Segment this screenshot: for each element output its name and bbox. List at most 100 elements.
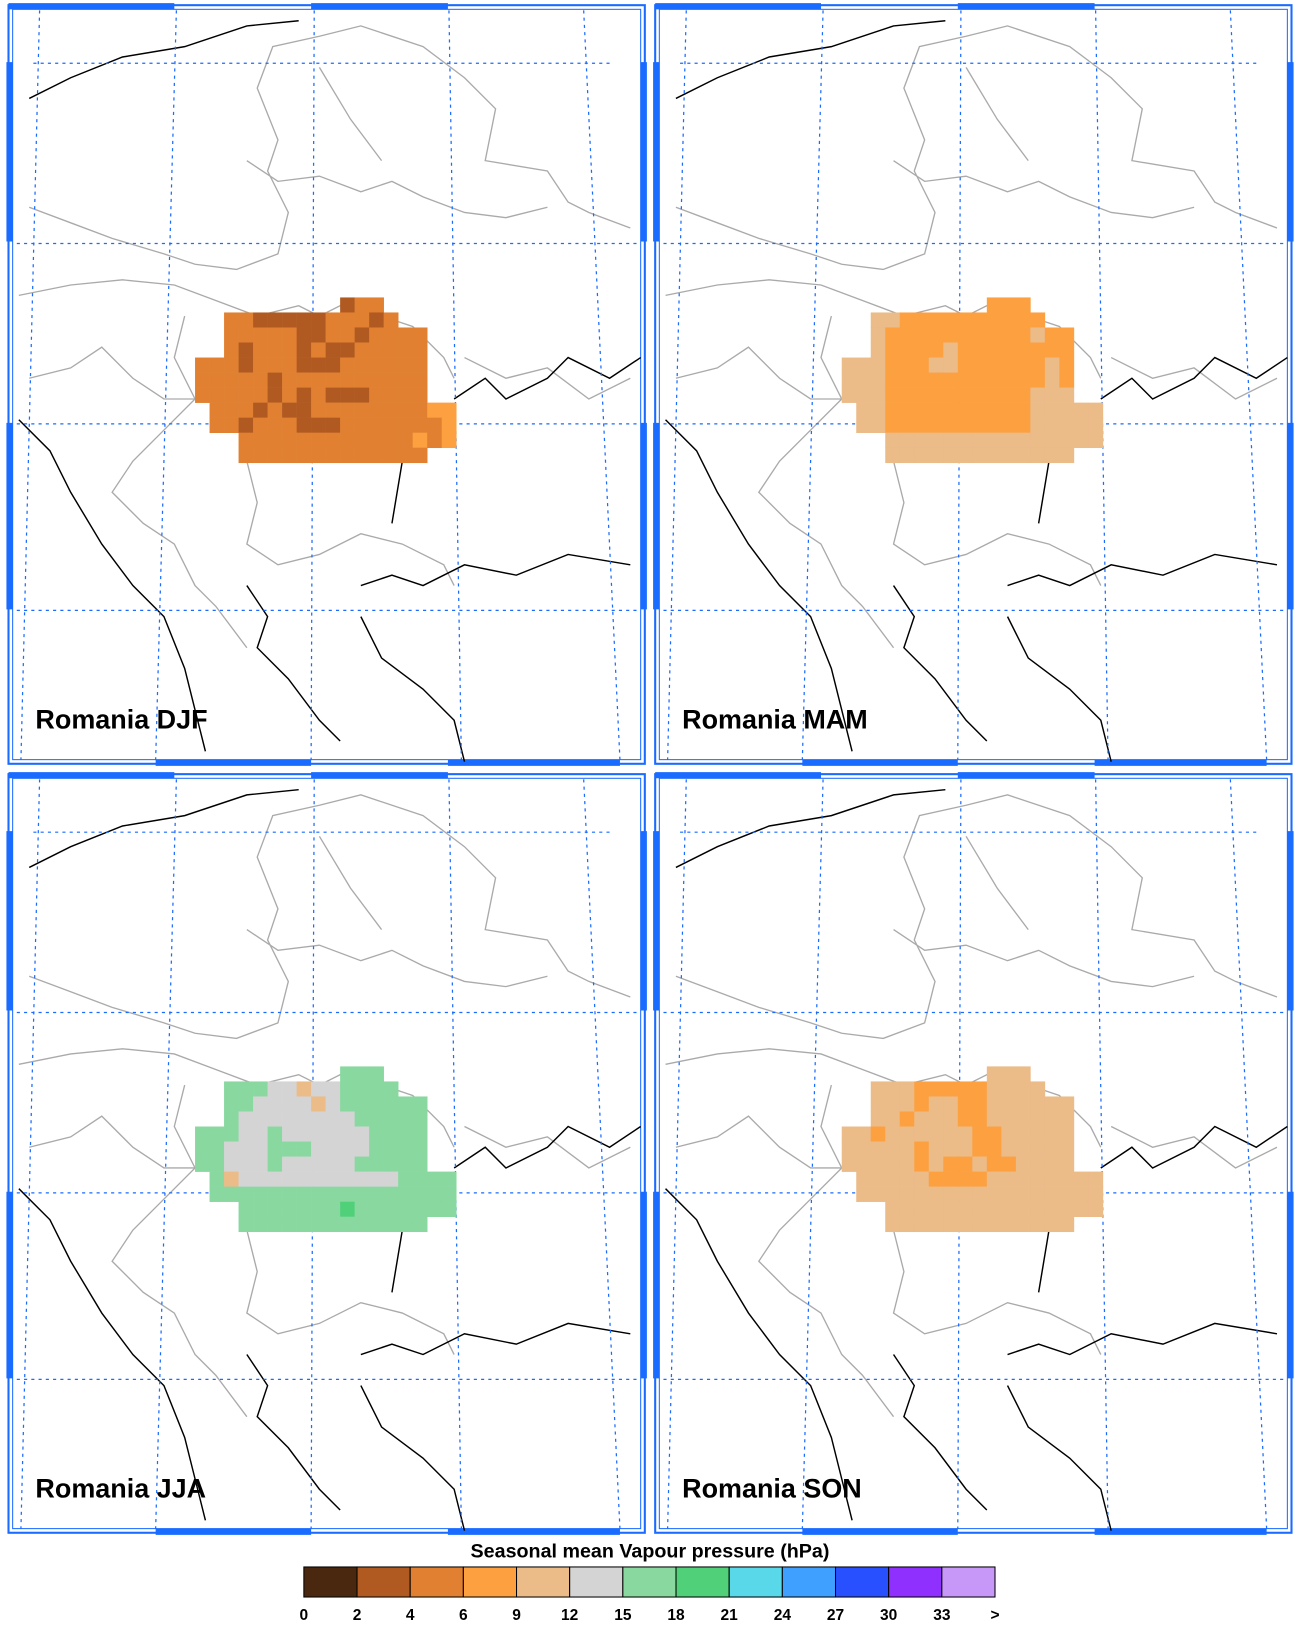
grid-cell [885, 387, 901, 403]
grid-cell [412, 357, 428, 373]
colorbar-tick-label: > [990, 1607, 999, 1624]
grid-cell [1001, 1096, 1017, 1112]
grid-cell [325, 432, 341, 449]
grid-cell [928, 1201, 944, 1217]
grid-cell [986, 1096, 1002, 1112]
grid-cell [311, 447, 326, 464]
grid-cell [340, 312, 355, 328]
grid-cell [1073, 1171, 1089, 1187]
grid-cell [957, 312, 973, 328]
grid-cell [238, 342, 254, 358]
grid-cell [1059, 1126, 1075, 1142]
grid-cell [253, 1216, 268, 1233]
grid-cell [282, 1186, 297, 1202]
grid-cell [282, 1201, 297, 1217]
grid-cell [986, 402, 1002, 418]
grid-cell [354, 1066, 370, 1082]
grid-cell [943, 1216, 959, 1233]
grid-cell [943, 447, 959, 464]
grid-cell [1059, 1141, 1075, 1157]
grid-cell [928, 327, 944, 343]
grid-cell [1001, 1141, 1017, 1157]
grid-cell [1044, 1186, 1060, 1202]
grid-cell [899, 1216, 915, 1233]
colorbar-box [781, 1566, 837, 1598]
grid-cell [986, 1171, 1002, 1187]
grid-cell [282, 1111, 297, 1127]
grid-cell [899, 1111, 915, 1127]
grid-cell [296, 357, 312, 373]
grid-cell [238, 402, 254, 418]
colorbar-box [888, 1566, 943, 1598]
grid-cell [1015, 357, 1031, 373]
grid-cell [253, 432, 268, 449]
grid-cell [856, 1156, 872, 1172]
grid-cell [296, 1141, 312, 1157]
grid-cell [253, 327, 268, 343]
grid-cell [253, 342, 268, 358]
grid-cell [253, 1126, 268, 1142]
grid-cell [209, 417, 225, 433]
grid-cell [1030, 447, 1046, 464]
grid-cell [369, 327, 384, 343]
grid-cell [238, 447, 254, 464]
grid-cell [885, 1186, 901, 1202]
grid-cell [369, 342, 384, 358]
grid-cell [311, 432, 326, 449]
grid-cell [296, 1126, 312, 1142]
grid-cell [928, 1096, 944, 1112]
grid-cell [957, 372, 973, 388]
grid-cell [311, 417, 326, 433]
grid-cell [1030, 1171, 1046, 1187]
grid-cell [899, 417, 915, 433]
grid-cell [412, 402, 428, 418]
grid-cell [340, 447, 355, 464]
grid-cell [986, 1111, 1002, 1127]
grid-cell [899, 1096, 915, 1112]
colorbar-tick-label: 2 [353, 1607, 362, 1624]
grid-cell [267, 1126, 283, 1142]
grid-cell [914, 417, 930, 433]
grid-cell [1015, 1096, 1031, 1112]
grid-cell [972, 312, 988, 328]
grid-cell [253, 1081, 268, 1097]
grid-cell [856, 1186, 872, 1202]
grid-cell [441, 402, 457, 418]
grid-cell [282, 1081, 297, 1097]
grid-cell [957, 327, 973, 343]
grid-cell [870, 372, 886, 388]
grid-cell [1059, 1096, 1075, 1112]
grid-cell [195, 357, 210, 373]
grid-cell [1015, 1201, 1031, 1217]
grid-cell [369, 1066, 384, 1082]
grid-cell [340, 402, 355, 418]
grid-cell [267, 312, 283, 328]
grid-cell [885, 417, 901, 433]
grid-cell [253, 1171, 268, 1187]
grid-cell [209, 1141, 225, 1157]
grid-cell [1015, 342, 1031, 358]
grid-cell [1030, 1201, 1046, 1217]
grid-cell [209, 1171, 225, 1187]
grid-cell [1015, 1186, 1031, 1202]
grid-cell [340, 1141, 355, 1157]
grid-cell [282, 402, 297, 418]
grid-cell [1059, 402, 1075, 418]
grid-cell [412, 1201, 428, 1217]
grid-cell [1030, 402, 1046, 418]
grid-cell [238, 387, 254, 403]
grid-cell [1044, 372, 1060, 388]
grid-cell [311, 357, 326, 373]
grid-cell [369, 1126, 384, 1142]
grid-cell [1030, 1156, 1046, 1172]
grid-cell [340, 1111, 355, 1127]
grid-cell [914, 1126, 930, 1142]
grid-cell [311, 1126, 326, 1142]
grid-cell [398, 372, 413, 388]
grid-cell [282, 372, 297, 388]
grid-cell [1015, 402, 1031, 418]
grid-cell [398, 1201, 413, 1217]
grid-cell [914, 387, 930, 403]
grid-cell [253, 387, 268, 403]
grid-cell [267, 327, 283, 343]
